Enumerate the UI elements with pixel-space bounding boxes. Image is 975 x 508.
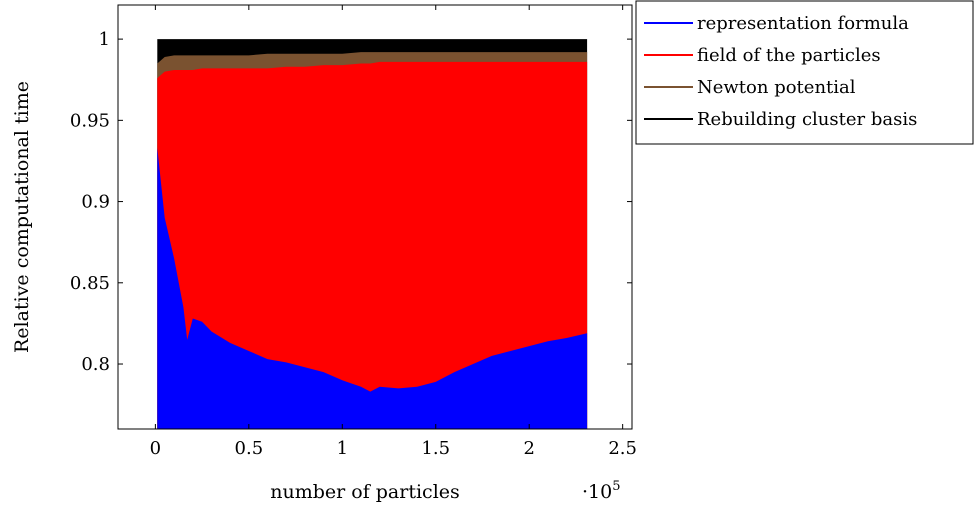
legend-label: Rebuilding cluster basis (697, 109, 917, 130)
x-tick-label: 2.5 (608, 438, 637, 459)
y-tick-label: 0.95 (70, 110, 110, 131)
x-axis-multiplier-exponent: 5 (612, 479, 620, 494)
legend-label: field of the particles (697, 45, 881, 66)
x-axis: 0 0.5 1 1.5 2 2.5 (150, 5, 637, 459)
x-axis-multiplier-base: ·10 (582, 481, 612, 503)
y-tick-label: 0.9 (81, 192, 110, 213)
y-axis: 0.8 0.85 0.9 0.95 1 (70, 29, 632, 375)
x-axis-multiplier: ·105 (582, 479, 621, 503)
legend-box (635, 0, 974, 145)
area-field-of-the-particles (157, 61, 588, 430)
y-tick-label: 0.85 (70, 273, 110, 294)
x-tick-label: 0.5 (235, 438, 264, 459)
y-tick-label: 1 (99, 29, 110, 50)
legend-label: Newton potential (697, 77, 856, 98)
plot-frame (117, 4, 633, 430)
y-axis-label: Relative computational time (11, 81, 33, 353)
legend-label: representation formula (697, 13, 909, 34)
x-axis-label: number of particles (270, 481, 460, 503)
area-representation-formula (157, 148, 588, 429)
legend: representation formula field of the parti… (635, 0, 974, 145)
x-tick-label: 2 (523, 438, 534, 459)
x-tick-label: 1.5 (421, 438, 450, 459)
x-tick-label: 0 (150, 438, 161, 459)
x-tick-label: 1 (337, 438, 348, 459)
y-tick-label: 0.8 (81, 354, 110, 375)
area-layers (157, 39, 588, 430)
